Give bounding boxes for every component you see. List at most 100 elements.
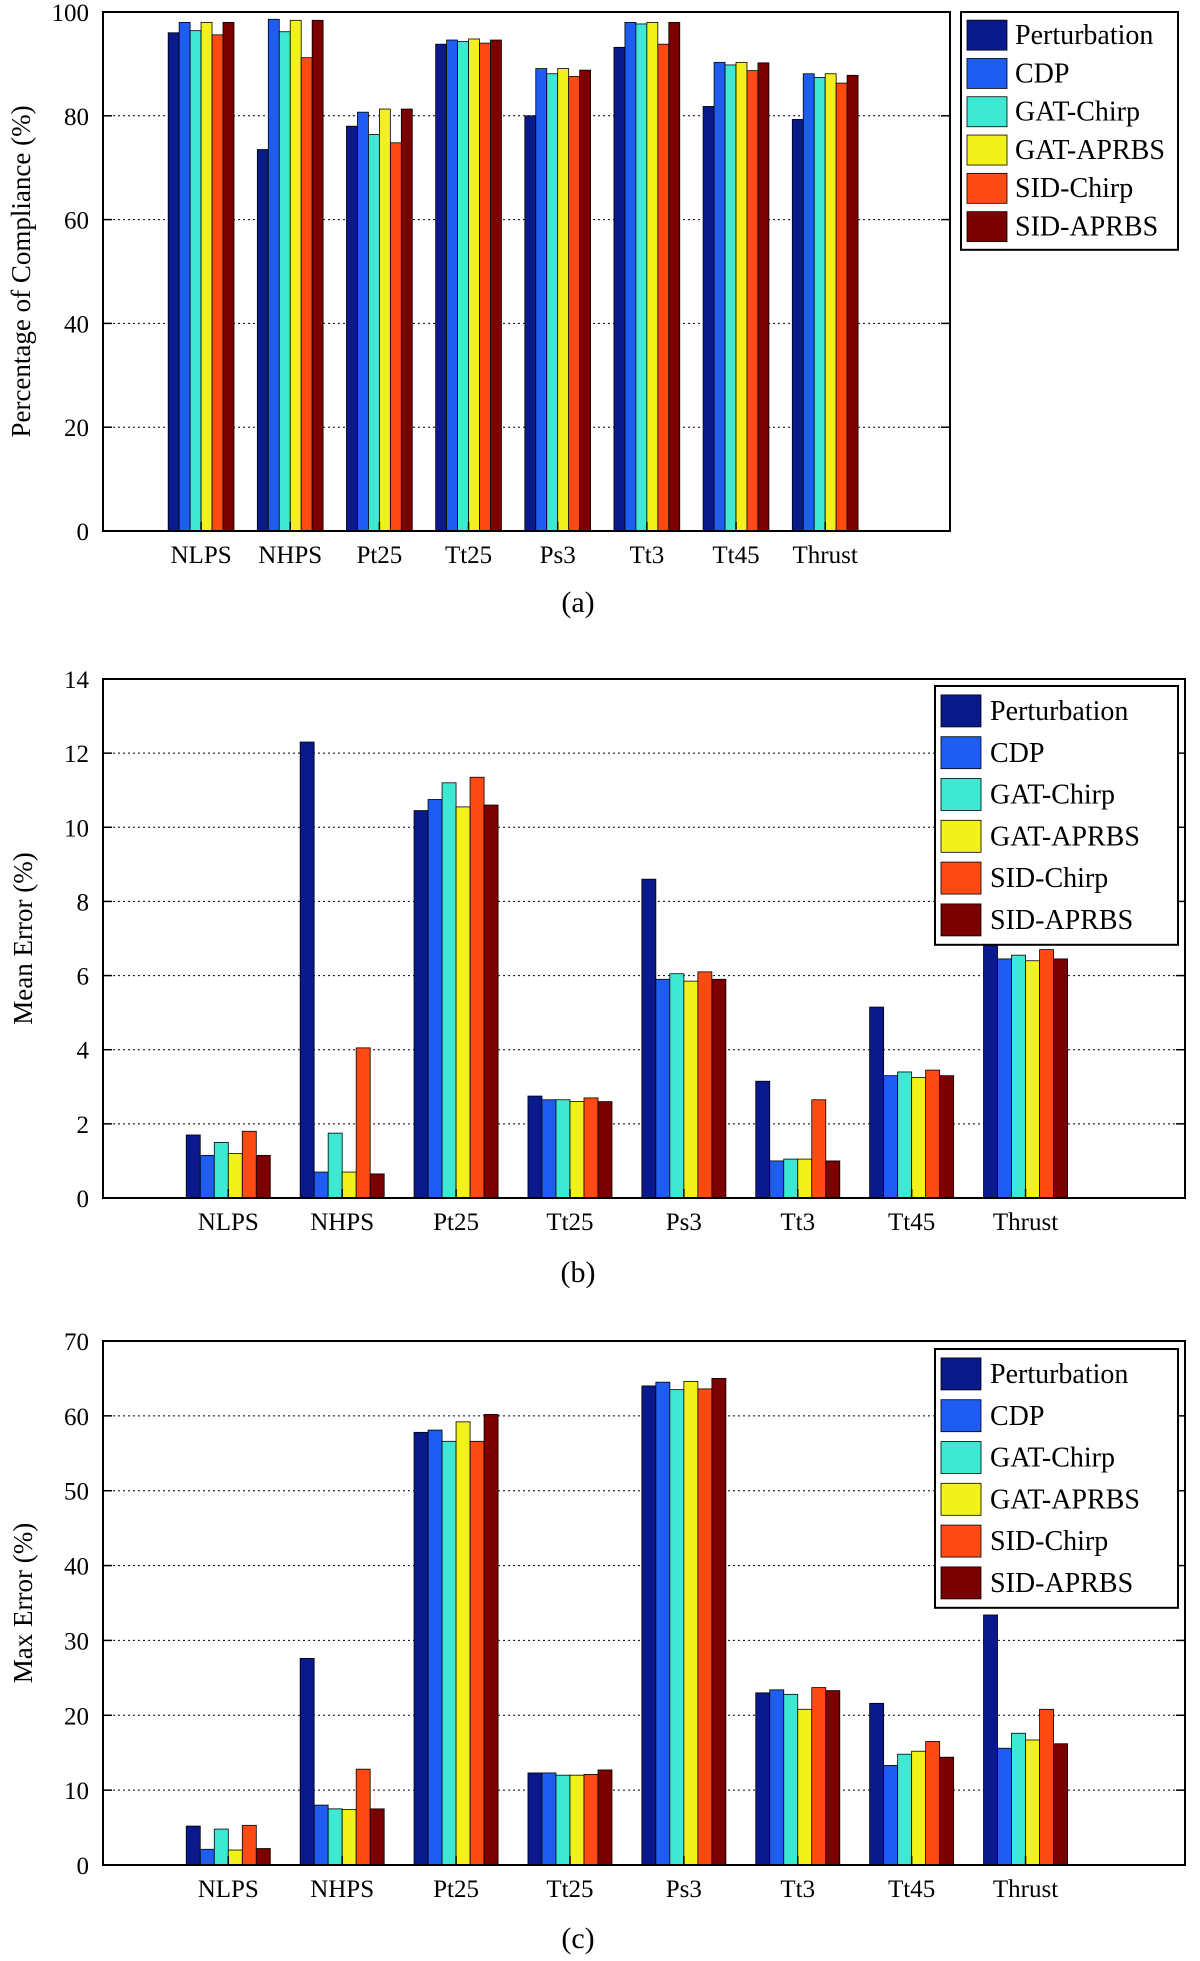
legend-label-gat-chirp: GAT-Chirp [1015, 97, 1140, 128]
bar-sid-aprbs-ps3 [579, 69, 592, 532]
bar-perturbation-ps3 [641, 878, 657, 1199]
bar-perturbation-ps3 [524, 115, 537, 532]
bar-sid-chirp-thrust [1039, 1708, 1054, 1866]
legend-swatch-gat-aprbs [940, 819, 982, 853]
bar-perturbation-pt25 [413, 810, 429, 1199]
bar-gat-chirp-tt3 [783, 1158, 799, 1199]
bar-sid-aprbs-tt25 [490, 39, 502, 532]
bar-sid-aprbs-tt3 [825, 1690, 841, 1866]
panel-caption: (c) [561, 1922, 594, 1955]
bar-perturbation-tt45 [702, 106, 715, 532]
panel-caption: (b) [561, 1256, 596, 1289]
bar-cdp-tt3 [769, 1160, 785, 1199]
bar-perturbation-tt45 [869, 1006, 885, 1199]
bar-gat-chirp-tt3 [635, 23, 648, 532]
bar-cdp-thrust [802, 73, 815, 532]
bar-sid-aprbs-tt3 [668, 21, 681, 532]
legend-label-cdp: CDP [990, 738, 1044, 769]
legend-label-cdp: CDP [990, 1401, 1044, 1432]
bar-gat-aprbs-tt3 [797, 1158, 813, 1199]
bar-gat-chirp-tt25 [555, 1099, 571, 1199]
y-tick-label: 4 [77, 1038, 90, 1065]
y-tick-label: 0 [77, 1186, 90, 1213]
x-tick-label: Ps3 [666, 1876, 702, 1903]
bar-gat-aprbs-thrust [1025, 1739, 1040, 1866]
legend-label-gat-aprbs: GAT-APRBS [990, 1484, 1140, 1515]
bar-sid-chirp-ps3 [697, 1388, 713, 1866]
bar-sid-chirp-tt25 [479, 42, 491, 532]
bar-sid-aprbs-nhps [311, 19, 324, 532]
bar-sid-chirp-ps3 [697, 971, 713, 1199]
bar-gat-aprbs-tt3 [797, 1708, 813, 1866]
bar-sid-chirp-tt45 [925, 1069, 941, 1199]
legend-swatch-sid-chirp [966, 172, 1008, 204]
bar-gat-aprbs-nhps [289, 19, 302, 532]
bar-perturbation-pt25 [413, 1431, 429, 1866]
legend-swatch-perturbation [966, 19, 1008, 51]
y-tick-label: 20 [64, 415, 89, 442]
bar-sid-aprbs-tt45 [939, 1756, 955, 1866]
bar-perturbation-nlps [167, 32, 180, 532]
x-tick-label: NHPS [310, 1209, 374, 1236]
bar-gat-chirp-pt25 [441, 782, 457, 1199]
y-tick-label: 50 [64, 1479, 89, 1506]
bar-gat-aprbs-pt25 [455, 806, 471, 1199]
legend-label-sid-aprbs: SID-APRBS [1015, 212, 1158, 243]
bar-gat-chirp-nlps [189, 30, 202, 532]
bar-sid-aprbs-nlps [255, 1848, 271, 1866]
bar-gat-aprbs-nhps [341, 1809, 357, 1866]
legend-swatch-gat-chirp [966, 96, 1008, 128]
bar-gat-aprbs-tt25 [569, 1774, 585, 1866]
bar-gat-chirp-ps3 [546, 73, 559, 532]
bar-gat-chirp-nlps [213, 1828, 229, 1866]
bar-sid-chirp-tt3 [811, 1687, 827, 1866]
x-tick-label: Tt25 [546, 1876, 593, 1903]
y-axis-label: Mean Error (%) [8, 852, 38, 1024]
chart-panel-a: 0 20 40 60 80 100 NLPS NHPS Pt25 Tt25 Ps3 Tt3 Tt45 Th… [6, 0, 1179, 619]
x-tick-label: Ps3 [666, 1209, 702, 1236]
bar-gat-aprbs-ps3 [683, 1381, 699, 1866]
legend-box [934, 1348, 1179, 1609]
bar-perturbation-nhps [256, 149, 269, 532]
bar-gat-aprbs-pt25 [378, 108, 391, 532]
bar-perturbation-tt3 [755, 1692, 771, 1866]
legend-label-sid-chirp: SID-Chirp [990, 863, 1108, 894]
plot-frame [102, 11, 951, 532]
legend-swatch-cdp [966, 58, 1008, 89]
bar-gat-aprbs-nlps [200, 21, 213, 532]
bar-cdp-nhps [313, 1171, 329, 1199]
y-tick-label: 10 [64, 1778, 89, 1805]
bar-sid-chirp-tt3 [811, 1099, 827, 1199]
y-tick-label: 8 [77, 889, 90, 916]
bar-gat-chirp-tt25 [457, 41, 469, 532]
y-tick-label: 40 [64, 1554, 89, 1581]
bar-gat-aprbs-ps3 [683, 980, 699, 1199]
legend-swatch-perturbation [940, 694, 982, 728]
bar-perturbation-tt45 [869, 1702, 885, 1866]
bar-gat-chirp-pt25 [441, 1440, 457, 1866]
legend-label-sid-aprbs: SID-APRBS [990, 1568, 1133, 1599]
bar-sid-chirp-thrust [835, 82, 848, 532]
legend-box [960, 11, 1179, 251]
bar-perturbation-thrust [791, 119, 804, 532]
bar-sid-chirp-pt25 [469, 1440, 485, 1866]
bar-sid-chirp-tt25 [583, 1097, 599, 1199]
bar-gat-chirp-nhps [278, 31, 291, 532]
chart-panel-c: 0 10 20 30 40 50 60 70 NLPS NHPS Pt25 Tt25 Ps3 Tt3 Tt4… [8, 1329, 1186, 1955]
bar-sid-aprbs-tt25 [597, 1101, 613, 1199]
bar-cdp-nlps [199, 1154, 215, 1199]
bar-gat-aprbs-nhps [341, 1171, 357, 1199]
bar-cdp-tt45 [713, 61, 726, 532]
bar-gat-chirp-nhps [327, 1808, 343, 1866]
bar-gat-aprbs-nlps [227, 1849, 243, 1866]
x-tick-label: NLPS [198, 1876, 259, 1903]
bar-cdp-pt25 [427, 1429, 443, 1866]
legend-swatch-sid-aprbs [966, 211, 1008, 243]
bar-perturbation-tt3 [755, 1080, 771, 1199]
bar-cdp-tt25 [541, 1772, 557, 1866]
legend-swatch-sid-aprbs [940, 903, 982, 937]
bar-perturbation-ps3 [641, 1385, 657, 1866]
bar-gat-aprbs-tt45 [911, 1077, 927, 1199]
legend-swatch-cdp [940, 736, 982, 770]
x-tick-label: Thrust [993, 1876, 1058, 1903]
